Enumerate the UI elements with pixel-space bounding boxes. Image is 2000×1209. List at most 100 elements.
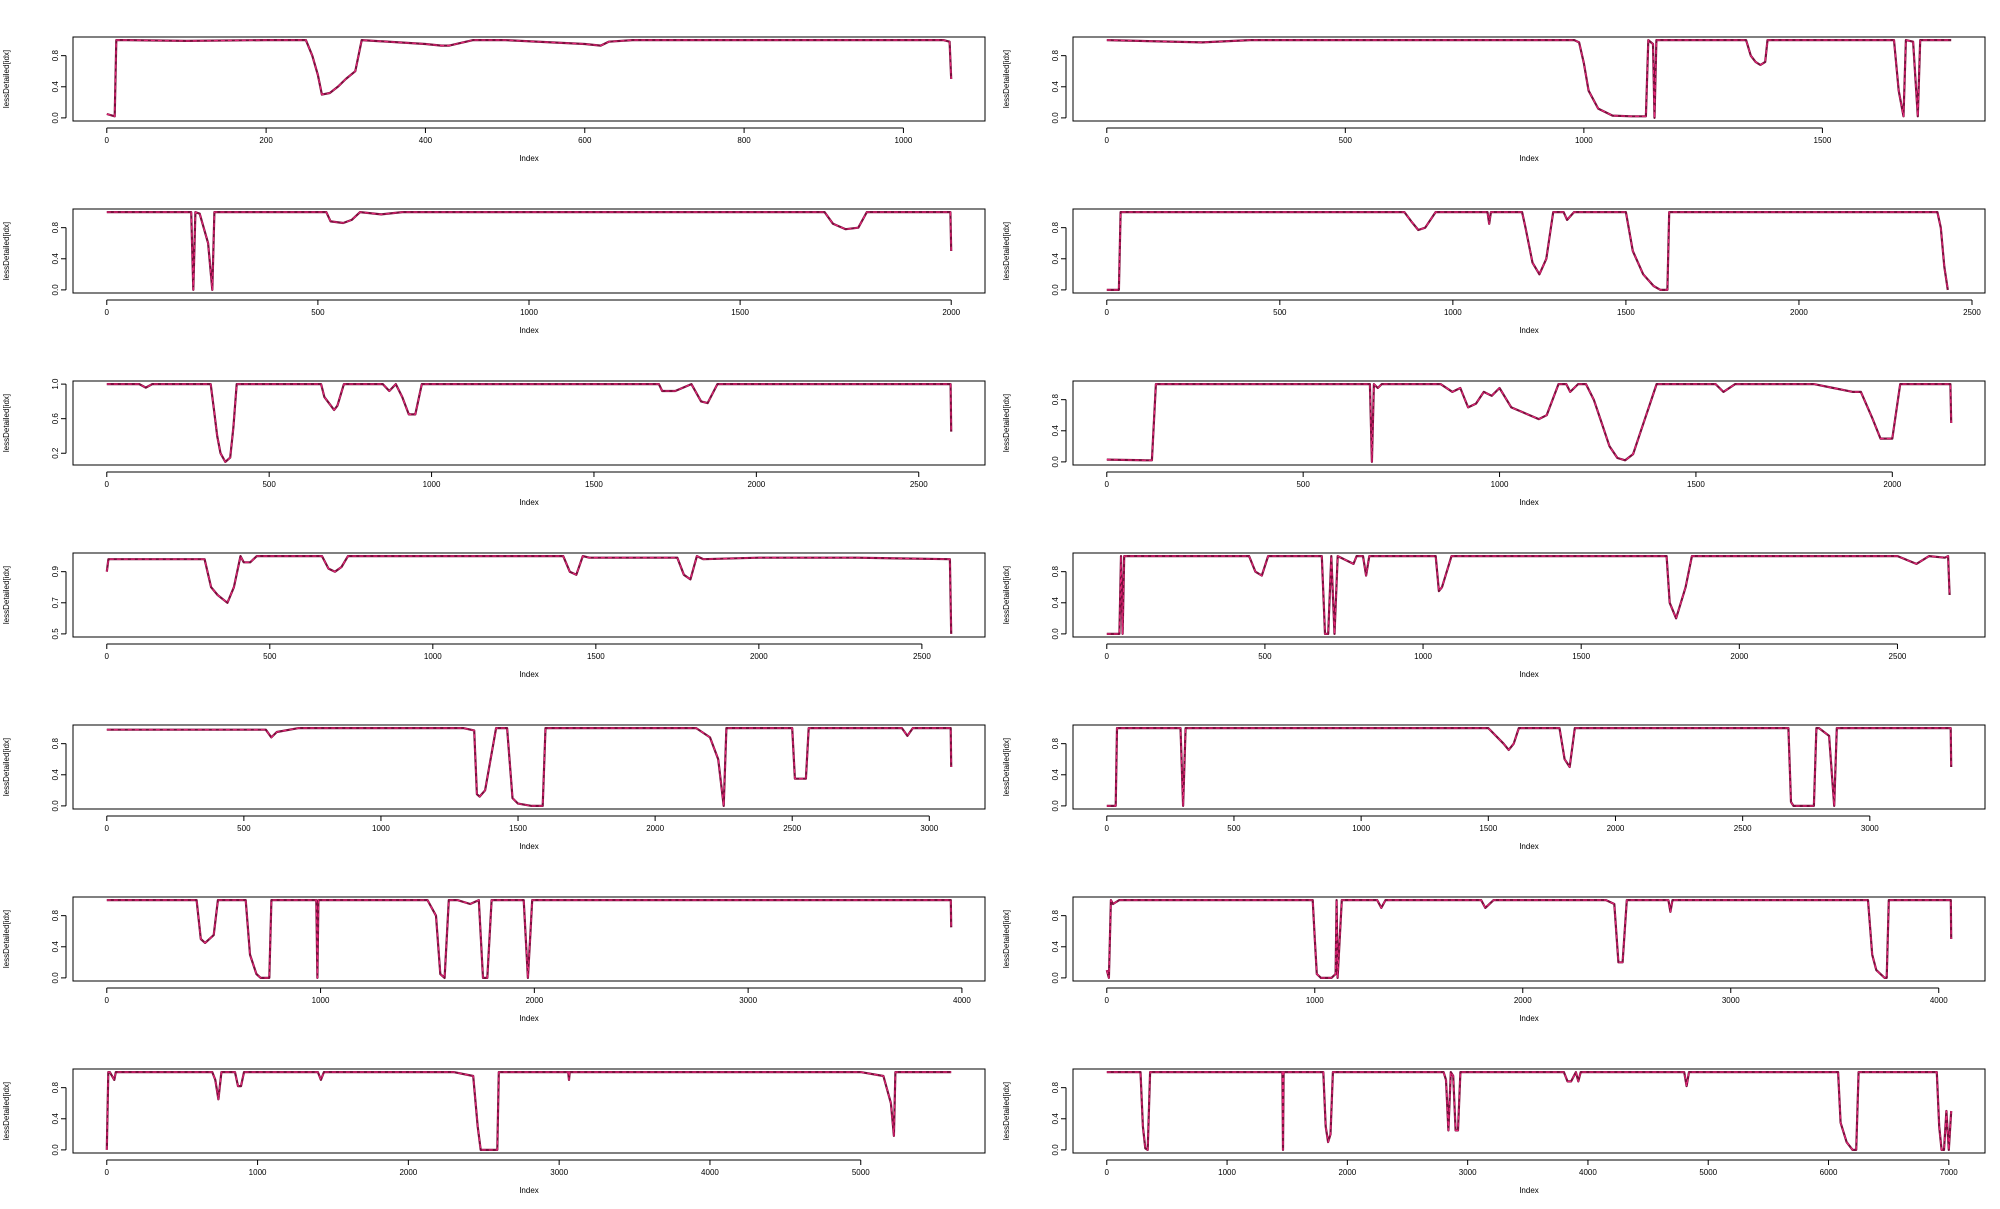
series-line-overlay	[1106, 39, 1952, 119]
y-tick-label: 0.0	[1051, 456, 1060, 468]
x-tick-label: 0	[1105, 136, 1110, 145]
y-tick-label: 0.0	[1051, 628, 1060, 640]
chart-panel-1: 0 200 400 600 800 1000 0.0 0.4 0.8 Index lessDetai…	[0, 0, 1000, 172]
x-tick-label: 2500	[1963, 308, 1981, 317]
plot-frame	[1072, 36, 1986, 122]
y-tick-label: 0.8	[51, 222, 60, 234]
x-axis-label: Index	[519, 326, 539, 335]
y-tick-label: 0.8	[1051, 222, 1060, 234]
chart-svg-10: 0 500 1000 1500 2000 2500 3000 0.0 0.4 0.8 Index le…	[1002, 724, 1986, 851]
y-tick-label: 0.8	[51, 910, 60, 922]
x-tick-label: 2000	[1338, 1168, 1356, 1177]
x-tick-label: 0	[105, 480, 110, 489]
y-tick-label: 0.0	[1051, 1144, 1060, 1156]
x-tick-label: 1000	[1575, 136, 1593, 145]
x-tick-label: 1000	[1414, 652, 1432, 661]
series-line-overlay	[1106, 899, 1952, 979]
series-line	[1106, 38, 1952, 120]
x-tick-label: 2000	[399, 1168, 417, 1177]
chart-panel-4: 0 500 1000 1500 2000 2500 0.0 0.4 0.8 Index lessDe…	[1000, 172, 2000, 344]
plot-frame	[72, 36, 986, 122]
x-axis-label: Index	[1519, 842, 1539, 851]
x-tick-label: 2000	[525, 996, 543, 1005]
series-line	[106, 38, 953, 118]
x-tick-label: 500	[1273, 308, 1287, 317]
y-tick-label: 0.4	[51, 253, 60, 265]
chart-svg-14: 0 1000 2000 3000 4000 5000 6000 7000 0.0 0.4 0.8 In…	[1002, 1068, 1986, 1195]
series-line	[1106, 210, 1949, 292]
x-tick-label: 500	[1339, 136, 1353, 145]
x-axis-label: Index	[519, 1186, 539, 1195]
x-tick-label: 1500	[585, 480, 603, 489]
y-tick-label: 0.8	[1051, 738, 1060, 750]
x-tick-label: 4000	[701, 1168, 719, 1177]
chart-svg-4: 0 500 1000 1500 2000 2500 0.0 0.4 0.8 Index lessDe…	[1002, 208, 1986, 335]
plot-frame	[72, 724, 986, 810]
chart-svg-8: 0 500 1000 1500 2000 2500 0.0 0.4 0.8 Index lessDe…	[1002, 552, 1986, 679]
y-tick-label: 0.4	[51, 1113, 60, 1125]
y-tick-label: 0.0	[1051, 972, 1060, 984]
x-tick-label: 1000	[520, 308, 538, 317]
chart-svg-13: 0 1000 2000 3000 4000 5000 0.0 0.4 0.8 Index lessD…	[2, 1068, 986, 1195]
x-tick-label: 4000	[1930, 996, 1948, 1005]
x-tick-label: 200	[259, 136, 273, 145]
series-line-overlay	[106, 555, 952, 634]
y-tick-label: 0.4	[1051, 597, 1060, 609]
plot-frame	[72, 380, 986, 466]
chart-svg-12: 0 1000 2000 3000 4000 0.0 0.4 0.8 Index lessDetai…	[1002, 896, 1986, 1023]
x-tick-label: 500	[262, 480, 276, 489]
x-tick-label: 0	[1105, 996, 1110, 1005]
series-line	[1106, 726, 1953, 808]
x-axis-label: Index	[519, 1014, 539, 1023]
y-tick-label: 0.4	[1051, 769, 1060, 781]
plot-frame	[72, 208, 986, 294]
y-tick-label: 0.0	[1051, 112, 1060, 124]
y-tick-label: 1.0	[51, 378, 60, 390]
series-line	[105, 1070, 952, 1152]
series-line-overlay	[106, 727, 952, 807]
x-tick-label: 400	[419, 136, 433, 145]
x-axis-label: Index	[1519, 670, 1539, 679]
x-tick-label: 3000	[1861, 824, 1879, 833]
y-tick-label: 0.0	[1051, 284, 1060, 296]
chart-svg-2: 0 500 1000 1500 0.0 0.4 0.8 Index lessDetailed[i…	[1002, 36, 1986, 163]
series-line-overlay	[1106, 555, 1951, 635]
series-line	[1106, 382, 1953, 464]
y-tick-label: 0.4	[51, 941, 60, 953]
chart-svg-11: 0 1000 2000 3000 4000 0.0 0.4 0.8 Index lessDetai…	[2, 896, 986, 1023]
x-tick-label: 2000	[1514, 996, 1532, 1005]
x-tick-label: 2000	[1607, 824, 1625, 833]
x-tick-label: 0	[1105, 480, 1110, 489]
x-tick-label: 3000	[1722, 996, 1740, 1005]
x-tick-label: 2500	[910, 480, 928, 489]
y-axis-label: lessDetailed[idx]	[1002, 910, 1011, 968]
y-axis-label: lessDetailed[idx]	[2, 1082, 11, 1140]
plot-frame	[1072, 1068, 1986, 1154]
series-line	[105, 554, 953, 634]
chart-panel-9: 0 500 1000 1500 2000 2500 3000 0.0 0.4 0.8 Index le…	[0, 688, 1000, 860]
y-tick-label: 0.0	[51, 1144, 60, 1156]
x-axis-label: Index	[1519, 154, 1539, 163]
y-tick-label: 0.0	[51, 972, 60, 984]
y-tick-label: 0.2	[51, 447, 60, 459]
y-axis-label: lessDetailed[idx]	[2, 50, 11, 108]
x-tick-label: 500	[263, 652, 277, 661]
series-line-overlay	[106, 383, 952, 463]
plot-frame	[1072, 896, 1986, 982]
x-tick-label: 1000	[1306, 996, 1324, 1005]
x-tick-label: 2000	[1790, 308, 1808, 317]
x-tick-label: 500	[1227, 824, 1241, 833]
y-tick-label: 0.4	[1051, 253, 1060, 265]
chart-svg-6: 0 500 1000 1500 2000 0.0 0.4 0.8 Index lessDetail…	[1002, 380, 1986, 507]
x-tick-label: 2000	[942, 308, 960, 317]
series-line	[106, 726, 953, 808]
x-tick-label: 1000	[1352, 824, 1370, 833]
series-line	[1106, 1070, 1953, 1152]
plot-frame	[1072, 552, 1986, 638]
y-tick-label: 0.8	[1051, 394, 1060, 406]
plot-frame	[72, 1068, 986, 1154]
x-tick-label: 2500	[913, 652, 931, 661]
x-tick-label: 2500	[1889, 652, 1907, 661]
x-tick-label: 0	[105, 1168, 110, 1177]
x-tick-label: 0	[1105, 824, 1110, 833]
